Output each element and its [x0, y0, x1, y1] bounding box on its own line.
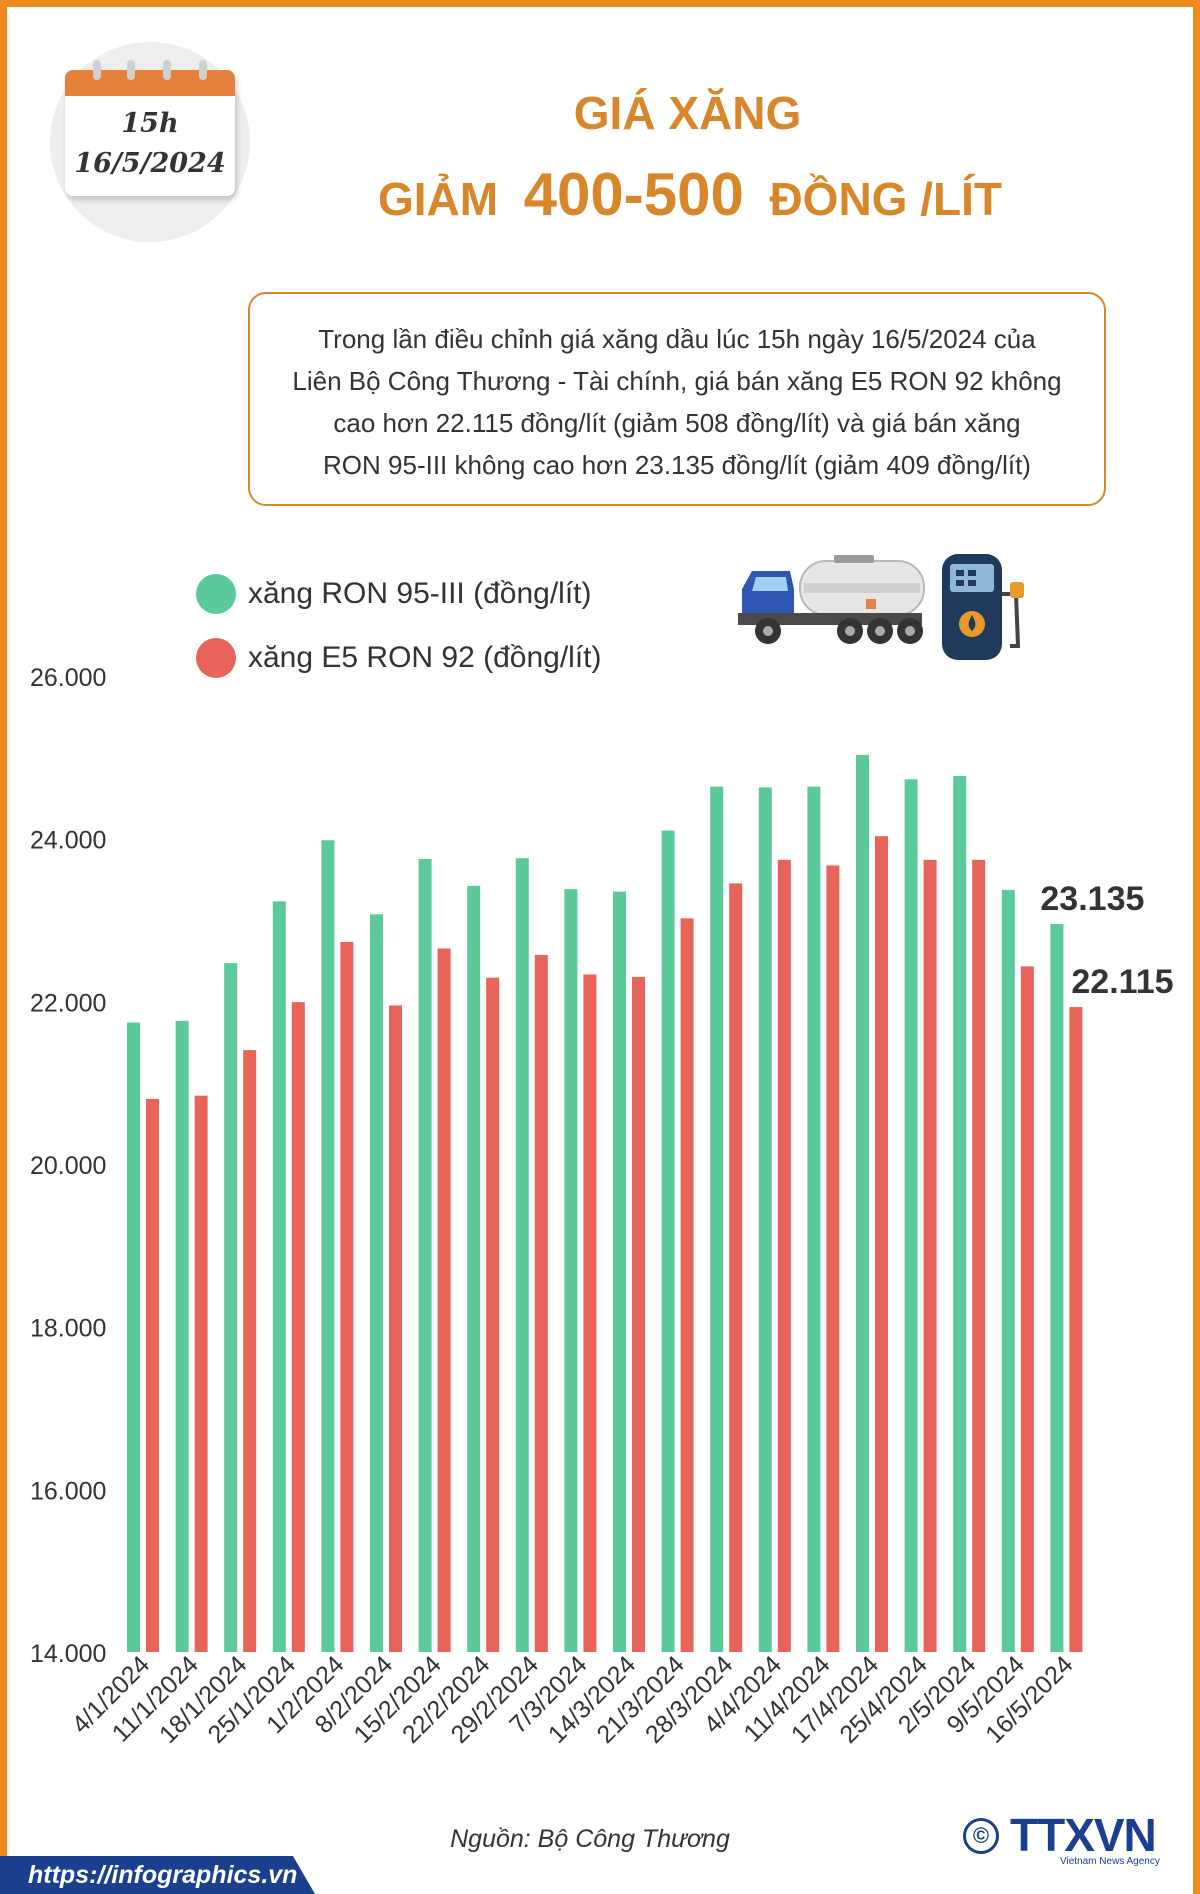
bar-ron95: [175, 1020, 189, 1652]
bar-ron95: [904, 779, 918, 1652]
bar-e5: [389, 1005, 402, 1652]
page-title-line1: GIÁ XĂNG: [573, 87, 802, 139]
legend-label-e5: xăng E5 RON 92 (đồng/lít): [248, 641, 602, 674]
fuel-tanker-truck-icon: [738, 555, 925, 644]
copyright-icon: ©: [963, 1818, 999, 1854]
y-tick-label: 20.000: [30, 1152, 106, 1180]
bar-ron95: [613, 891, 626, 1652]
bar-e5: [729, 883, 743, 1652]
bar-value-label: 22.115: [1071, 963, 1173, 1001]
bar-e5: [923, 859, 937, 1652]
legend-swatch-ron95: [196, 574, 236, 614]
fuel-pump-icon: [942, 554, 1024, 660]
bar-e5: [486, 977, 500, 1652]
bar-e5: [680, 918, 694, 1652]
intro-line: RON 95-III không cao hơn 23.135 đồng/lít…: [323, 450, 1031, 480]
bar-e5: [875, 836, 888, 1652]
bar-ron95: [467, 885, 481, 1652]
annotations: 23.135 22.115: [1040, 880, 1173, 1001]
title-amount: 400-500: [523, 161, 744, 228]
y-axis: 26.000 24.000 22.000 20.000 18.000 16.000 14.0…: [30, 664, 106, 1668]
title-prefix: GIẢM: [378, 173, 499, 225]
price-bar-chart: 26.000 24.000 22.000 20.000 18.000 16.000 14.0…: [30, 664, 1174, 1749]
intro-line: Liên Bộ Công Thương - Tài chính, giá bán…: [292, 366, 1062, 396]
bar-ron95: [758, 787, 772, 1652]
bar-e5: [972, 859, 986, 1652]
bar-ron95: [1050, 924, 1064, 1652]
y-tick-label: 22.000: [30, 989, 106, 1017]
url-bar: [0, 1856, 315, 1894]
x-axis: 4/1/202411/1/202418/1/202425/1/20241/2/2…: [67, 1650, 1079, 1749]
y-tick-label: 26.000: [30, 664, 106, 692]
bar-e5: [243, 1050, 257, 1652]
source-note: Nguồn: Bộ Công Thương: [450, 1825, 730, 1853]
y-tick-label: 24.000: [30, 827, 106, 855]
bar-e5: [146, 1098, 159, 1652]
website-url[interactable]: https://infographics.vn: [28, 1861, 298, 1889]
bar-ron95: [856, 754, 869, 1652]
bar-e5: [1069, 1007, 1083, 1652]
bar-value-label: 23.135: [1040, 880, 1144, 918]
legend-swatch-e5: [196, 638, 236, 678]
calendar-time: 15h: [121, 108, 179, 139]
legend-label-ron95: xăng RON 95-III (đồng/lít): [248, 577, 592, 610]
bar-e5: [194, 1095, 208, 1652]
bar-ron95: [564, 889, 578, 1652]
agency-logo: TTXVN: [1010, 1809, 1157, 1861]
bars: [127, 754, 1083, 1652]
legend-item-e5: xăng E5 RON 92 (đồng/lít): [196, 637, 602, 679]
bar-ron95: [418, 859, 432, 1652]
bar-e5: [1020, 966, 1034, 1652]
y-tick-label: 16.000: [30, 1477, 106, 1505]
bar-e5: [291, 1002, 305, 1652]
bar-ron95: [515, 858, 529, 1652]
bar-e5: [826, 865, 840, 1652]
bar-e5: [777, 859, 791, 1652]
bar-ron95: [661, 830, 675, 1652]
bar-e5: [437, 948, 451, 1652]
intro-line: cao hơn 22.115 đồng/lít (giảm 508 đồng/l…: [333, 408, 1021, 438]
legend-item-ron95: xăng RON 95-III (đồng/lít): [196, 573, 591, 615]
intro-box: Trong lần điều chỉnh giá xăng dầu lúc 15…: [248, 292, 1106, 506]
calendar-icon: 15h 16/5/2024: [65, 60, 235, 196]
y-tick-label: 18.000: [30, 1315, 106, 1343]
bar-e5: [632, 976, 645, 1652]
title-suffix: ĐỒNG /LÍT: [769, 173, 1002, 225]
bar-ron95: [370, 914, 383, 1652]
calendar-date: 16/5/2024: [74, 148, 226, 179]
y-tick-label: 14.000: [30, 1640, 106, 1668]
bar-ron95: [224, 963, 238, 1652]
intro-line: Trong lần điều chỉnh giá xăng dầu lúc 15…: [318, 324, 1036, 354]
bar-ron95: [127, 1022, 140, 1652]
bar-ron95: [321, 840, 335, 1652]
bar-ron95: [272, 901, 286, 1652]
bar-ron95: [1001, 889, 1015, 1652]
bar-ron95: [953, 776, 967, 1652]
bar-e5: [583, 974, 597, 1652]
page-title-line2: GIẢM 400-500 ĐỒNG /LÍT: [340, 160, 1040, 229]
bar-e5: [340, 941, 354, 1652]
bar-ron95: [807, 786, 821, 1652]
bar-ron95: [710, 786, 724, 1652]
agency-name: Vietnam News Agency: [1060, 1856, 1160, 1867]
bar-e5: [534, 954, 548, 1652]
